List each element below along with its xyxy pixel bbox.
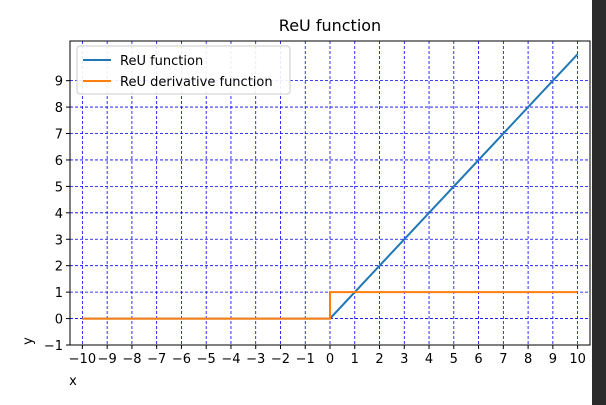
x-axis-label: x: [69, 374, 77, 389]
legend-label-1: ReU function: [120, 54, 203, 69]
x-tick-label: −1: [296, 352, 315, 367]
y-tick-label: 8: [55, 101, 63, 116]
legend: ReU function ReU derivative function: [76, 45, 291, 95]
plot-lines: [82, 53, 579, 320]
y-tick-label: 5: [55, 180, 63, 195]
x-tick-label: −9: [98, 352, 117, 367]
x-tick-label: −6: [172, 352, 191, 367]
legend-label-2: ReU derivative function: [120, 75, 273, 90]
series-line-2: [82, 291, 578, 320]
x-tick-label: 0: [326, 352, 334, 367]
x-tick-label: 8: [524, 352, 532, 367]
y-tick-label: −1: [44, 339, 63, 354]
x-tick-label: 7: [499, 352, 507, 367]
y-tick-label: 1: [55, 286, 63, 301]
x-axis-ticks: −10 −9 −8 −7 −6 −5 −4 −3 −2 −1 0 1 2 3 4 5 6 7 8 9 10: [69, 345, 586, 367]
x-tick-label: −4: [221, 352, 240, 367]
x-tick-label: 9: [549, 352, 557, 367]
legend-box: [76, 45, 291, 95]
x-tick-label: −10: [69, 352, 96, 367]
x-tick-label: 10: [569, 352, 586, 367]
x-tick-label: −3: [246, 352, 265, 367]
y-tick-label: 3: [55, 233, 63, 248]
x-tick-label: −2: [271, 352, 290, 367]
y-axis-ticks: −1 0 1 2 3 4 5 6 7 8 9: [44, 75, 70, 354]
x-tick-label: 6: [474, 352, 482, 367]
x-tick-label: 1: [351, 352, 359, 367]
chart-title: ReU function: [279, 16, 381, 35]
y-tick-label: 4: [55, 207, 63, 222]
y-tick-label: 6: [55, 154, 63, 169]
y-axis-label: y: [21, 337, 36, 345]
x-tick-label: 3: [400, 352, 408, 367]
y-tick-label: 7: [55, 128, 63, 143]
y-tick-label: 2: [55, 260, 63, 275]
x-tick-label: −8: [122, 352, 141, 367]
x-tick-label: −7: [147, 352, 166, 367]
x-tick-label: 5: [450, 352, 458, 367]
x-tick-label: 2: [375, 352, 383, 367]
x-tick-label: 4: [425, 352, 433, 367]
x-tick-label: −5: [197, 352, 216, 367]
y-tick-label: 0: [55, 313, 63, 328]
y-tick-label: 9: [55, 75, 63, 90]
